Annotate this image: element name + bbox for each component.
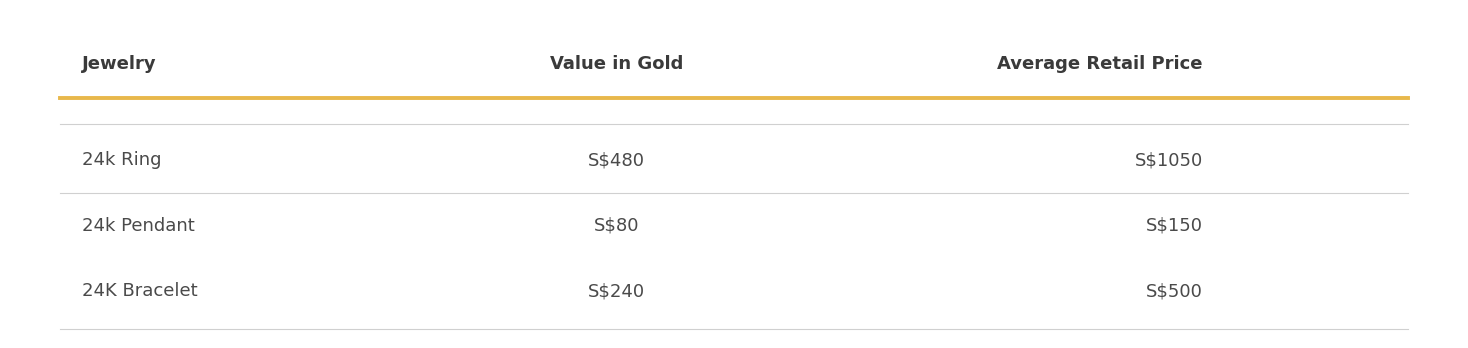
Text: S$240: S$240 xyxy=(589,282,646,300)
Text: S$1050: S$1050 xyxy=(1135,151,1202,169)
Text: S$150: S$150 xyxy=(1147,217,1202,235)
Text: S$80: S$80 xyxy=(595,217,640,235)
Text: S$480: S$480 xyxy=(589,151,646,169)
Text: 24k Pendant: 24k Pendant xyxy=(82,217,195,235)
Text: S$500: S$500 xyxy=(1147,282,1202,300)
Text: Value in Gold: Value in Gold xyxy=(550,55,684,72)
Text: 24k Ring: 24k Ring xyxy=(82,151,161,169)
Text: Average Retail Price: Average Retail Price xyxy=(997,55,1202,72)
Text: 24K Bracelet: 24K Bracelet xyxy=(82,282,198,300)
Text: Jewelry: Jewelry xyxy=(82,55,157,72)
